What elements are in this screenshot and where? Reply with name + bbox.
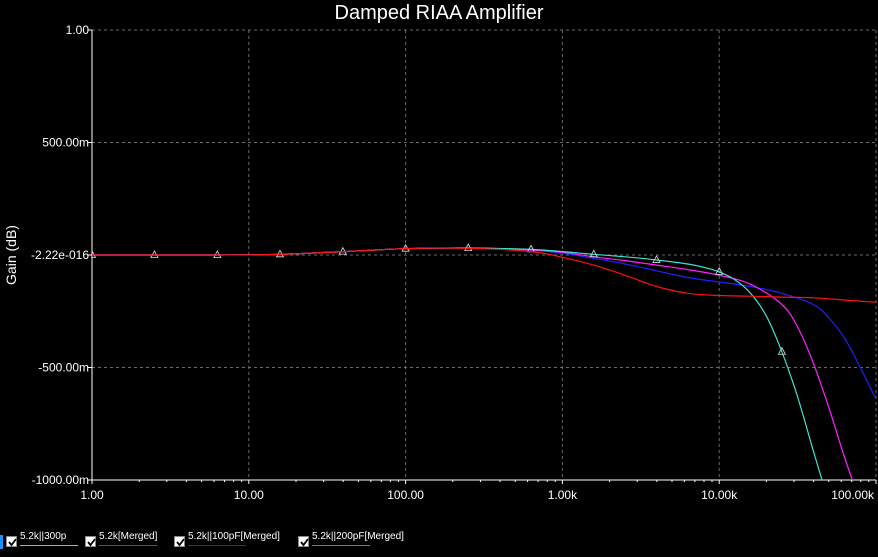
data-point-marker: [715, 267, 724, 275]
data-point-marker: [275, 249, 285, 258]
y-tick-label: -2.22e-016: [31, 248, 89, 262]
chart-title: Damped RIAA Amplifier: [334, 2, 544, 24]
x-tick-label: 1.00: [80, 488, 104, 502]
x-tick-label: 10.00: [234, 488, 264, 502]
data-point-marker: [589, 249, 598, 258]
series-line-0: [92, 247, 823, 480]
data-point-marker: [92, 250, 97, 258]
y-tick-label: 1.00: [66, 23, 90, 37]
y-axis-label: Gain (dB): [3, 225, 19, 285]
legend-checkbox-300p[interactable]: [6, 536, 17, 547]
x-tick-label: 1.00k: [548, 488, 578, 502]
legend: 5.2k||300p 5.2k[Merged] 5.2k||100pF[Merg…: [0, 529, 878, 557]
legend-swatch: [99, 545, 157, 546]
legend-swatch: [188, 545, 246, 546]
legend-label: 5.2k[Merged]: [99, 531, 158, 542]
legend-checkbox-5k-merged[interactable]: [85, 536, 96, 547]
series-line-2: [92, 247, 876, 400]
legend-swatch: [312, 545, 370, 546]
x-tick-label: 10.00k: [701, 488, 738, 502]
legend-label: 5.2k||200pF[Merged]: [312, 531, 404, 542]
legend-label: 5.2k||100pF[Merged]: [188, 531, 280, 542]
data-point-marker: [338, 246, 348, 255]
y-tick-label: 500.00m: [42, 136, 89, 150]
plot-area: 1.00500.00m-2.22e-016-500.00m-1000.00m1.…: [3, 23, 877, 502]
legend-swatch: [20, 545, 78, 546]
y-tick-label: -1000.00m: [32, 473, 89, 487]
data-point-marker: [464, 243, 473, 251]
x-tick-label: 100.00k: [831, 488, 875, 502]
data-point-marker: [401, 243, 410, 252]
selected-series-marker: [0, 535, 3, 549]
data-point-marker: [213, 250, 222, 258]
series-line-3: [92, 247, 853, 480]
data-point-marker: [777, 346, 787, 355]
y-tick-label: -500.00m: [38, 361, 89, 375]
data-point-marker: [652, 255, 661, 263]
legend-checkbox-100pf[interactable]: [174, 536, 185, 547]
legend-label: 5.2k||300p: [20, 531, 67, 542]
series-line-1: [92, 247, 876, 303]
x-tick-label: 100.00: [387, 488, 424, 502]
data-point-marker: [150, 250, 159, 258]
legend-checkbox-200pf[interactable]: [298, 536, 309, 547]
